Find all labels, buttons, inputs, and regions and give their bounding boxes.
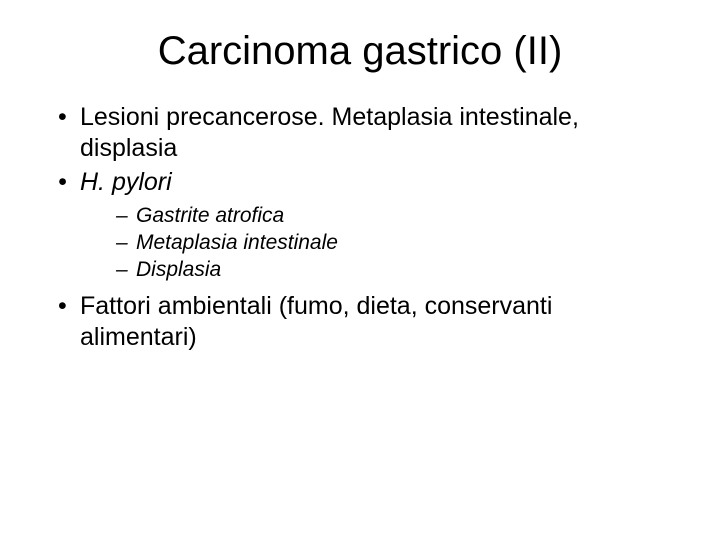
sub-bullet-item: Gastrite atrofica <box>116 202 670 229</box>
bullet-text: Lesioni precancerose. Metaplasia intesti… <box>80 103 579 162</box>
bullet-item: Lesioni precancerose. Metaplasia intesti… <box>58 102 670 163</box>
sub-bullet-text: Metaplasia intestinale <box>136 231 338 254</box>
sub-bullet-list: Gastrite atrofica Metaplasia intestinale… <box>80 202 670 284</box>
slide: Carcinoma gastrico (II) Lesioni precance… <box>0 0 720 540</box>
sub-bullet-item: Metaplasia intestinale <box>116 229 670 256</box>
slide-title: Carcinoma gastrico (II) <box>40 28 680 74</box>
bullet-item: Fattori ambientali (fumo, dieta, conserv… <box>58 291 670 352</box>
sub-bullet-item: Displasia <box>116 256 670 283</box>
bullet-text: Fattori ambientali (fumo, dieta, conserv… <box>80 292 552 351</box>
bullet-list: Lesioni precancerose. Metaplasia intesti… <box>40 102 680 352</box>
bullet-text: H. pylori <box>80 168 172 196</box>
sub-bullet-text: Displasia <box>136 258 221 281</box>
bullet-item: H. pylori Gastrite atrofica Metaplasia i… <box>58 167 670 283</box>
sub-bullet-text: Gastrite atrofica <box>136 204 284 227</box>
